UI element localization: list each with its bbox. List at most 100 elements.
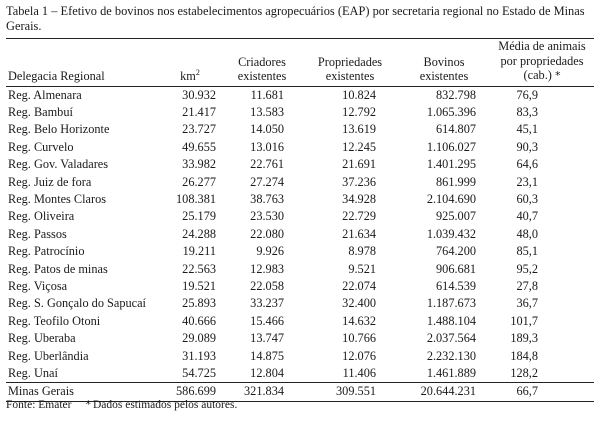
row-cattle: 2.232.130 bbox=[426, 348, 476, 363]
row-properties: 34.928 bbox=[342, 192, 376, 207]
row-cattle: 832.798 bbox=[436, 87, 476, 102]
row-area: 33.982 bbox=[182, 157, 216, 172]
row-region: Reg. Patos de minas bbox=[8, 261, 108, 276]
row-region: Reg. Curvelo bbox=[8, 139, 74, 154]
row-breeders: 27.274 bbox=[250, 174, 284, 189]
row-properties: 21.691 bbox=[342, 157, 376, 172]
table-row: Reg. Almenara 30.932 11.681 10.824 832.798 76… bbox=[6, 86, 594, 104]
table-row: Reg. Uberaba 29.089 13.747 10.766 2.037.564 1… bbox=[6, 330, 594, 347]
row-properties: 8.978 bbox=[348, 244, 376, 259]
row-area: 24.288 bbox=[182, 226, 216, 241]
row-average: 128,2 bbox=[510, 365, 538, 380]
row-cattle: 614.539 bbox=[436, 278, 476, 293]
row-area: 19.521 bbox=[182, 278, 216, 293]
row-average: 45,1 bbox=[516, 122, 538, 137]
row-cattle: 764.200 bbox=[436, 244, 476, 259]
row-region: Reg. Oliveira bbox=[8, 209, 75, 224]
row-cattle: 614.807 bbox=[436, 122, 476, 137]
row-area: 30.932 bbox=[182, 87, 216, 102]
table-row: Reg. Montes Claros 108.381 38.763 34.928 2.1… bbox=[6, 191, 594, 208]
row-region: Reg. Almenara bbox=[8, 87, 82, 102]
table-row: Reg. Uberlândia 31.193 14.875 12.076 2.232.1… bbox=[6, 347, 594, 364]
cattle-table: Delegacia Regional km2 Criadores existen… bbox=[6, 38, 594, 402]
row-region: Reg. Viçosa bbox=[8, 278, 68, 293]
header-breeders: Criadores existentes bbox=[237, 54, 287, 84]
header-region: Delegacia Regional bbox=[8, 69, 105, 83]
row-cattle: 1.065.396 bbox=[426, 105, 476, 120]
row-breeders: 14.875 bbox=[250, 348, 284, 363]
row-properties: 21.634 bbox=[342, 226, 376, 241]
row-average: 60,3 bbox=[516, 192, 538, 207]
header-average-marker: * bbox=[554, 69, 561, 82]
row-breeders: 13.583 bbox=[250, 105, 284, 120]
table-row: Reg. Belo Horizonte 23.727 14.050 13.619 614… bbox=[6, 121, 594, 138]
row-properties: 22.074 bbox=[342, 278, 376, 293]
row-average: 40,7 bbox=[516, 209, 538, 224]
table-row: Reg. Patrocínio 19.211 9.926 8.978 764.200 85… bbox=[6, 243, 594, 260]
table-row: Reg. Oliveira 25.179 23.530 22.729 925.007 40… bbox=[6, 208, 594, 225]
total-cattle: 20.644.231 bbox=[420, 384, 476, 399]
row-average: 95,2 bbox=[516, 261, 538, 276]
row-properties: 22.729 bbox=[342, 209, 376, 224]
row-region: Reg. Gov. Valadares bbox=[8, 157, 109, 172]
row-region: Reg. Passos bbox=[8, 226, 67, 241]
row-area: 21.417 bbox=[182, 105, 216, 120]
row-properties: 32.400 bbox=[342, 296, 376, 311]
row-region: Reg. Montes Claros bbox=[8, 192, 107, 207]
row-area: 26.277 bbox=[182, 174, 216, 189]
row-properties: 12.245 bbox=[342, 139, 376, 154]
row-breeders: 38.763 bbox=[250, 192, 284, 207]
table-footnote: Fonte: Emater * Dados estimados pelos auto… bbox=[6, 398, 251, 411]
row-cattle: 925.007 bbox=[436, 209, 476, 224]
row-breeders: 23.530 bbox=[250, 209, 284, 224]
row-breeders: 13.747 bbox=[250, 331, 284, 346]
row-region: Reg. Patrocínio bbox=[8, 244, 85, 259]
row-region: Reg. Belo Horizonte bbox=[8, 122, 110, 137]
total-properties: 309.551 bbox=[336, 384, 376, 399]
row-average: 189,3 bbox=[510, 331, 538, 346]
footnote-source: Fonte: Emater bbox=[6, 399, 72, 411]
header-average: Média de animais por propriedades (cab.)… bbox=[490, 39, 594, 87]
row-cattle: 2.104.690 bbox=[426, 192, 476, 207]
row-area: 108.381 bbox=[176, 192, 216, 207]
row-average: 76,9 bbox=[516, 87, 538, 102]
row-properties: 10.766 bbox=[342, 331, 376, 346]
table-row: Reg. Patos de minas 22.563 12.983 9.521 906.… bbox=[6, 260, 594, 277]
row-cattle: 1.401.295 bbox=[426, 157, 476, 172]
row-region: Reg. Bambuí bbox=[8, 105, 73, 120]
row-properties: 12.076 bbox=[342, 348, 376, 363]
table-row: Reg. Teofilo Otoni 40.666 15.466 14.632 1.48… bbox=[6, 313, 594, 330]
row-cattle: 1.461.889 bbox=[426, 365, 476, 380]
total-area: 586.699 bbox=[176, 384, 216, 399]
header-properties: Propriedades existentes bbox=[317, 54, 383, 84]
row-properties: 12.792 bbox=[342, 105, 376, 120]
row-breeders: 9.926 bbox=[256, 244, 284, 259]
row-cattle: 1.488.104 bbox=[426, 313, 476, 328]
row-cattle: 2.037.564 bbox=[426, 331, 476, 346]
table-row: Reg. Bambuí 21.417 13.583 12.792 1.065.396 83… bbox=[6, 104, 594, 121]
row-properties: 10.824 bbox=[342, 87, 376, 102]
row-cattle: 906.681 bbox=[436, 261, 476, 276]
header-area-unit: km bbox=[180, 69, 196, 83]
row-properties: 13.619 bbox=[342, 122, 376, 137]
row-region: Reg. S. Gonçalo do Sapucaí bbox=[8, 296, 146, 311]
row-area: 22.563 bbox=[182, 261, 216, 276]
total-average: 66,7 bbox=[516, 384, 538, 399]
row-region: Reg. Teofilo Otoni bbox=[8, 313, 101, 328]
row-area: 49.655 bbox=[182, 139, 216, 154]
table-row: Reg. Passos 24.288 22.080 21.634 1.039.432 48… bbox=[6, 226, 594, 243]
row-area: 25.179 bbox=[182, 209, 216, 224]
table-row: Reg. Viçosa 19.521 22.058 22.074 614.539 27,8 bbox=[6, 278, 594, 295]
row-properties: 9.521 bbox=[348, 261, 376, 276]
header-cattle: Bovinos existentes bbox=[419, 54, 469, 84]
table-row: Reg. S. Gonçalo do Sapucaí 25.893 33.237 32… bbox=[6, 295, 594, 312]
table-header-row: Delegacia Regional km2 Criadores existen… bbox=[6, 38, 594, 87]
row-region: Reg. Uberaba bbox=[8, 331, 76, 346]
row-properties: 14.632 bbox=[342, 313, 376, 328]
row-area: 29.089 bbox=[182, 331, 216, 346]
row-properties: 37.236 bbox=[342, 174, 376, 189]
row-breeders: 15.466 bbox=[250, 313, 284, 328]
footnote-marker: * bbox=[85, 398, 91, 411]
table-caption: Tabela 1 – Efetivo de bovinos nos estabe… bbox=[6, 4, 585, 33]
